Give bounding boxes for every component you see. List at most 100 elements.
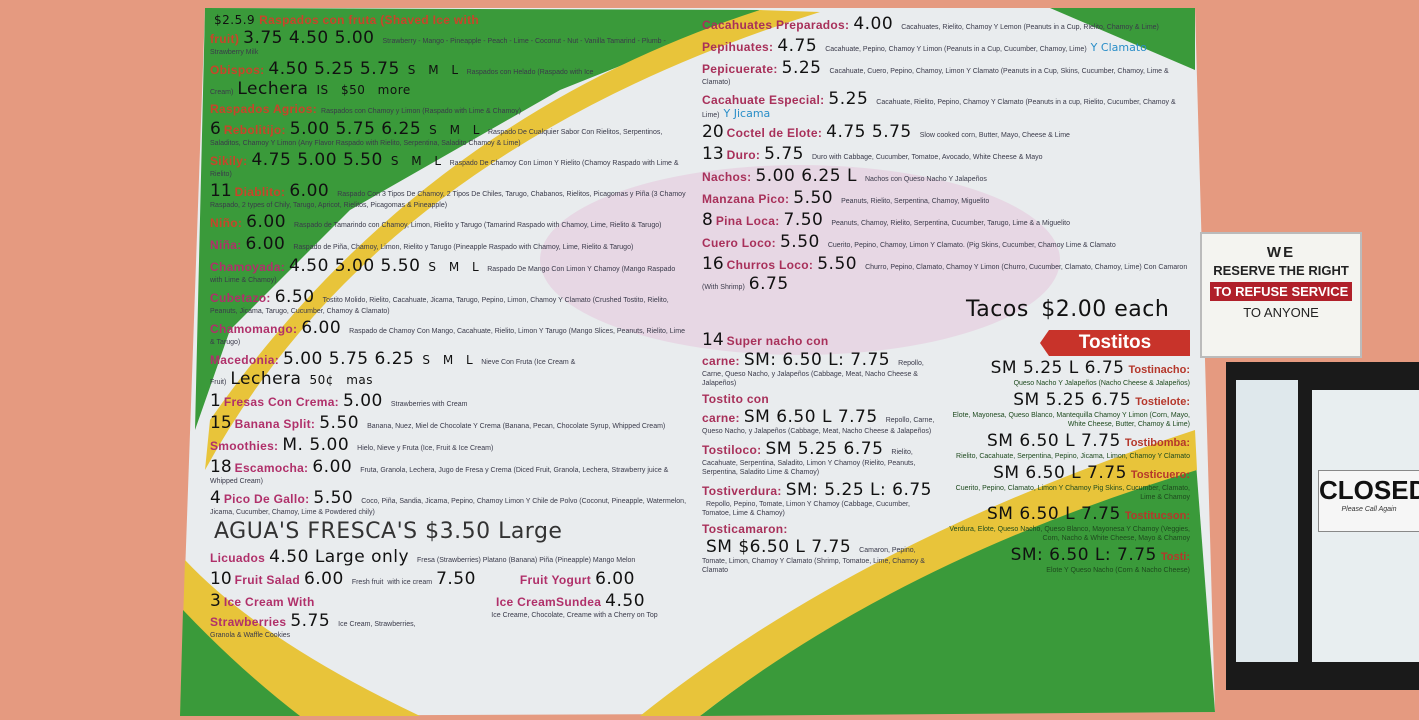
menu-item-price: 5.50 — [319, 413, 360, 433]
menu-item-price: 5.50 — [793, 188, 834, 208]
menu-item-price: 5.25 — [828, 89, 869, 109]
item-number: 8 — [702, 210, 713, 230]
menu-item-title: Duro: — [726, 148, 761, 162]
menu-item-extra: Y Clamato — [1090, 41, 1147, 54]
menu-item-title: Cuero Loco: — [702, 236, 776, 250]
menu-item-description: Raspado de Tamarindo con Chamoy, Limon, … — [294, 222, 662, 229]
menu-item-price: 7.50 — [783, 210, 824, 230]
menu-item-title: Tosticamaron: — [702, 522, 788, 536]
menu-item-title: Nachos: — [702, 170, 752, 184]
menu-item: Cuero Loco: 5.50 Cuerito, Pepino, Chamoy, … — [702, 232, 1190, 252]
menu-item: Obispos: 4.50 5.25 5.75 S M L Raspados con … — [210, 59, 688, 99]
item-number: 3 — [210, 591, 221, 611]
menu-item-price: 5.00 6.25 L — [755, 166, 857, 186]
menu-item-price: 6.00 — [289, 181, 330, 201]
menu-item-price: M. 5.00 — [282, 435, 350, 455]
menu-item-price: 6.50 — [274, 287, 315, 307]
menu-item-title: Obispos: — [210, 63, 265, 77]
menu-item-price: 6.00 — [246, 212, 287, 232]
menu-item: Sikily: 4.75 5.00 5.50 S M L Raspado De Cha… — [210, 150, 688, 179]
menu-item-title: Macedonia: — [210, 353, 280, 367]
menu-item-price: 4.50 5.00 5.50 — [289, 256, 421, 276]
menu-item-description: Raspado Con 3 Tipos De Chamoy, 2 Tipos D… — [210, 191, 686, 209]
menu-item-title: Pina Loca: — [715, 214, 780, 228]
item-number: 13 — [702, 144, 724, 164]
menu-item-title: Pepihuates: — [702, 40, 774, 54]
menu-item: 20 Coctel de Elote: 4.75 5.75 Slow cooked c… — [702, 122, 1190, 142]
menu-item-description: Raspado De Cualquier Sabor Con Rielitos,… — [210, 129, 663, 147]
closed-sign-title: CLOSED — [1319, 475, 1419, 505]
menu-item-price: 4.75 — [777, 36, 818, 56]
tostitos-header: Tostitos — [1040, 330, 1190, 356]
menu-item-description: Raspados con Chamoy y Limon (Raspado wit… — [321, 108, 522, 115]
menu-item-title: Tostito con carne: — [702, 392, 770, 425]
dessert-row: 3 Ice Cream With Strawberries 5.75 Ice Crea… — [210, 591, 688, 640]
tostitos-item-description: Rielito, Cacahuate, Serpentina, Pepino, … — [956, 453, 1190, 460]
refuse-service-sign: WE RESERVE THE RIGHT TO REFUSE SERVICE T… — [1200, 232, 1362, 358]
menu-item-price: 5.50 — [817, 254, 858, 274]
menu-item-title: Escamocha: — [234, 461, 309, 475]
menu-item-description: Strawberry - Mango - Pineapple - Peach -… — [210, 38, 666, 56]
aguas-frescas-text: AGUA'S FRESCA'S $3.50 Large — [214, 519, 563, 544]
menu-item-description: Peanuts, Rielito, Serpentina, Chamoy, Mi… — [841, 198, 990, 205]
size-labels: S M L — [390, 154, 442, 168]
menu-item-title: Niña: — [210, 238, 242, 252]
menu-item-price: 4.00 — [853, 14, 894, 34]
menu-item: Pepicuerate: 5.25 Cacahuate, Cuero, Pepino… — [702, 58, 1190, 87]
item-number: 15 — [210, 413, 232, 433]
menu-item-title: Banana Split: — [234, 417, 316, 431]
menu-item: Chamoyada: 4.50 5.00 5.50 S M L Raspado De … — [210, 256, 688, 285]
menu-item-price: 6.00 — [245, 234, 286, 254]
menu-item-title: Pico De Gallo: — [223, 492, 310, 506]
menu-item-price: SM $6.50 L 7.75 — [706, 537, 852, 557]
menu-item-description: Slow cooked corn, Butter, Mayo, Cheese &… — [919, 132, 1070, 139]
tostitos-item-description: Elote, Mayonesa, Queso Blanco, Mantequil… — [952, 412, 1190, 428]
menu-item-price: 5.25 — [781, 58, 822, 78]
menu-item-extra: Y Jicama — [723, 107, 771, 120]
price-note: $2.5.9 — [214, 13, 256, 27]
menu-item-description: Camaron, Pepino, Tomate, Limon, Chamoy Y… — [702, 547, 925, 574]
menu-item: Tostito con carne: SM 6.50 L 7.75 Repollo,… — [702, 391, 940, 436]
menu-item: Tosticamaron:SM $6.50 L 7.75 Camaron, Pep… — [702, 521, 940, 575]
menu-item-title: Tostiverdura: — [702, 484, 782, 498]
menu-item: Cubetazo: 6.50 Tostito Molido, Rielito, Ca… — [210, 287, 688, 316]
menu-item: Licuados 4.50 Large only Fresa (Strawberri… — [210, 547, 688, 567]
tostitos-section: 14 Super nacho con carne: SM: 6.50 L: 7.75… — [702, 330, 1190, 575]
menu-item-title: Niño: — [210, 216, 243, 230]
tacos-price-note: $2.00 each — [1041, 297, 1170, 322]
tostitos-item-title: Tosti: — [1160, 551, 1190, 563]
fruit-salad-ice-cream-price: 7.50 — [436, 569, 476, 589]
menu-item: Smoothies: M. 5.00 Hielo, Nieve y Fruta (I… — [210, 435, 688, 455]
item-number: 14 — [702, 330, 724, 350]
menu-item-description: Fresa (Strawberries) Platano (Banana) Pi… — [417, 557, 636, 564]
ice-cream-sundae-price: 4.50 — [605, 591, 646, 611]
menu-item-price: 5.00 5.75 6.25 — [289, 119, 422, 139]
menu-item-description: Raspado De Chamoy Con Limon Y Rielito (C… — [210, 160, 679, 178]
menu-item-price: 6.00 — [303, 569, 344, 589]
menu-item: Macedonia: 5.00 5.75 6.25 S M L Nieve Con F… — [210, 349, 688, 389]
menu-item-title: Coctel de Elote: — [726, 126, 823, 140]
menu-item-title: Cubetazo: — [210, 291, 271, 305]
menu-item: 4 Pico De Gallo: 5.50 Coco, Piña, Sandia, J… — [210, 488, 688, 517]
menu-item-price: SM: 5.25 L: 6.75 — [785, 480, 933, 500]
item-number: 18 — [210, 457, 232, 477]
menu-item-description: Cuerito, Pepino, Chamoy, Limon Y Clamato… — [827, 242, 1116, 249]
menu-item-price: SM: 6.50 L: 7.75 — [743, 350, 891, 370]
menu-item-title: Churros Loco: — [726, 258, 814, 272]
menu-item: 14 Super nacho con carne: SM: 6.50 L: 7.75… — [702, 330, 940, 388]
menu-item-title: Fruit Salad — [234, 573, 300, 587]
menu-item: Cacahuates Preparados: 4.00 Cacahuates, Ri… — [702, 14, 1190, 34]
item-number: 11 — [210, 181, 232, 201]
lechera-note-2: Lechera — [230, 369, 302, 389]
tacos-note: Tacos $2.00 each — [702, 296, 1190, 326]
tostitos-item-price: SM: 6.50 L: 7.75 — [1010, 545, 1157, 565]
tostitos-item-price: SM 6.50 L 7.75 — [986, 504, 1121, 524]
menu-item: 15 Banana Split: 5.50 Banana, Nuez, Miel de… — [210, 413, 688, 433]
menu-item: 8 Pina Loca: 7.50 Peanuts, Chamoy, Rielito,… — [702, 210, 1190, 230]
menu-item-title: Manzana Pico: — [702, 192, 790, 206]
lechera-price-note-2: 50¢ mas — [309, 373, 373, 387]
right-menu-column: Cacahuates Preparados: 4.00 Cacahuates, Ri… — [702, 14, 1190, 575]
item-number: 16 — [702, 254, 724, 274]
menu-item: 18 Escamocha: 6.00 Fruta, Granola, Lechera,… — [210, 457, 688, 486]
menu-item-title: Fresas Con Crema: — [223, 395, 339, 409]
